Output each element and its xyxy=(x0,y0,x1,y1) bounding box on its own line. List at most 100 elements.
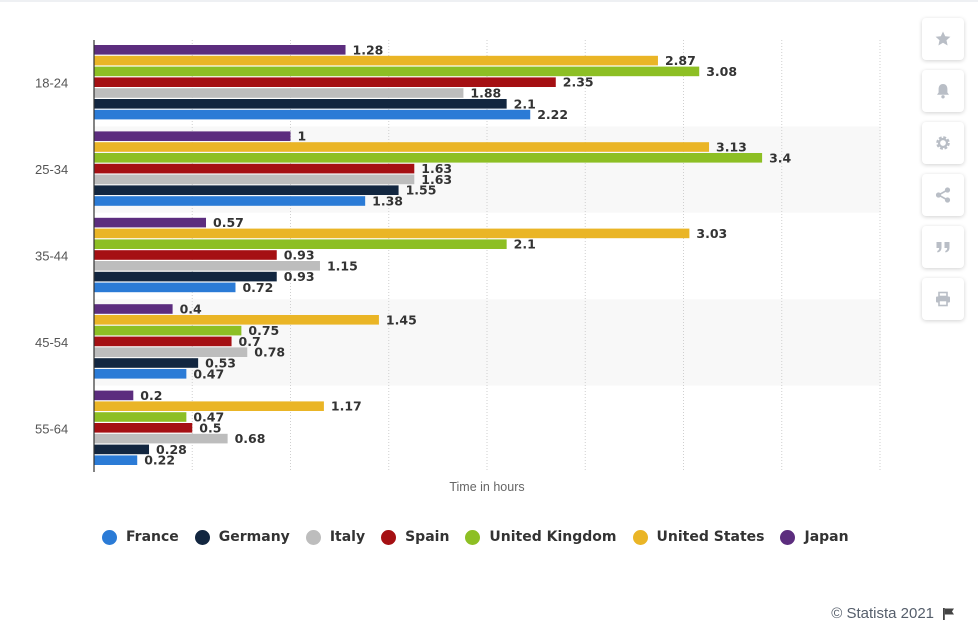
bar-spain[interactable] xyxy=(94,77,556,87)
toolbar xyxy=(922,18,964,330)
share-button[interactable] xyxy=(922,174,964,216)
value-label: 1.45 xyxy=(386,312,417,327)
print-button[interactable] xyxy=(922,278,964,320)
bar-japan[interactable] xyxy=(94,45,346,55)
print-icon xyxy=(936,291,950,307)
bar-united-kingdom[interactable] xyxy=(94,325,242,336)
bar-germany[interactable] xyxy=(94,358,199,368)
bar-france[interactable] xyxy=(94,369,187,379)
legend-swatch xyxy=(780,529,796,545)
legend-swatch xyxy=(305,529,321,545)
bar-france[interactable] xyxy=(94,196,366,206)
bar-united-states[interactable] xyxy=(94,401,324,411)
legend-label: Japan xyxy=(804,529,849,545)
category-label: 45-54 xyxy=(35,335,68,350)
value-label: 1.28 xyxy=(353,42,384,57)
bar-united-kingdom[interactable] xyxy=(94,412,187,422)
value-label: 2.87 xyxy=(665,53,696,68)
gear-icon xyxy=(936,136,950,150)
bar-italy[interactable] xyxy=(94,174,415,185)
bar-spain[interactable] xyxy=(94,163,415,174)
bar-spain[interactable] xyxy=(94,336,232,347)
bar-united-states[interactable] xyxy=(94,142,710,152)
bar-japan[interactable] xyxy=(94,217,207,228)
legend-item-spain[interactable]: Spain xyxy=(381,529,449,545)
share-icon xyxy=(935,187,951,203)
value-label: 2.1 xyxy=(514,96,536,111)
value-label: 0.53 xyxy=(205,356,236,371)
category-label: 35-44 xyxy=(35,249,68,264)
value-label: 1.63 xyxy=(421,172,452,187)
legend-item-japan[interactable]: Japan xyxy=(780,529,849,545)
value-label: 2.1 xyxy=(514,237,536,252)
value-label: 1.63 xyxy=(421,161,452,176)
value-label: 3.4 xyxy=(769,150,791,165)
bar-united-states[interactable] xyxy=(94,315,379,325)
value-label: 0.93 xyxy=(284,248,315,263)
bar-italy[interactable] xyxy=(94,88,464,98)
bar-italy[interactable] xyxy=(94,433,228,444)
category-label: 55-64 xyxy=(35,421,68,436)
category-label: 25-34 xyxy=(35,162,68,177)
quote-button[interactable] xyxy=(922,226,964,268)
value-label: 2.35 xyxy=(563,75,594,90)
bar-united-states[interactable] xyxy=(94,55,658,66)
value-label: 0.68 xyxy=(235,431,266,446)
bar-united-kingdom[interactable] xyxy=(94,153,763,163)
bar-japan[interactable] xyxy=(94,390,134,401)
value-label: 0.78 xyxy=(254,345,285,360)
value-label: 3.03 xyxy=(696,226,727,241)
top-divider xyxy=(0,0,978,2)
bar-united-kingdom[interactable] xyxy=(94,66,700,77)
bar-france[interactable] xyxy=(94,282,236,293)
value-label: 0.75 xyxy=(248,323,279,338)
legend-item-italy[interactable]: Italy xyxy=(305,529,366,545)
bar-spain[interactable] xyxy=(94,423,193,433)
value-label: 0.7 xyxy=(239,334,261,349)
value-label: 0.47 xyxy=(193,366,224,381)
bell-icon xyxy=(937,84,949,99)
x-axis-title: Time in hours xyxy=(449,480,524,494)
legend-label: France xyxy=(126,529,179,545)
bar-italy[interactable] xyxy=(94,261,320,271)
value-label: 1.15 xyxy=(327,258,358,273)
legend-item-united-states[interactable]: United States xyxy=(632,529,764,545)
star-button[interactable] xyxy=(922,18,964,60)
legend-item-germany[interactable]: Germany xyxy=(194,529,290,545)
value-label: 0.4 xyxy=(180,302,202,317)
bar-united-states[interactable] xyxy=(94,228,690,239)
bell-button[interactable] xyxy=(922,70,964,112)
value-label: 0.22 xyxy=(144,453,175,468)
statista-credit[interactable]: © Statista 2021 xyxy=(831,605,934,622)
bar-spain[interactable] xyxy=(94,250,277,260)
value-label: 0.2 xyxy=(140,388,162,403)
bar-chart: 1.282.873.082.351.882.12.2218-2413.133.4… xyxy=(35,40,881,494)
value-label: 0.93 xyxy=(284,269,315,284)
legend-item-france[interactable]: France xyxy=(102,529,179,545)
legend-label: Germany xyxy=(218,529,290,545)
legend-label: Italy xyxy=(329,529,366,545)
bar-france[interactable] xyxy=(94,455,138,465)
bar-italy[interactable] xyxy=(94,347,248,357)
quote-icon xyxy=(936,242,950,253)
bar-france[interactable] xyxy=(94,109,531,120)
value-label: 0.28 xyxy=(156,442,187,457)
bar-japan[interactable] xyxy=(94,131,291,141)
flag-icon[interactable] xyxy=(942,607,956,621)
legend-label: United Kingdom xyxy=(489,529,617,545)
bar-united-kingdom[interactable] xyxy=(94,239,507,249)
value-label: 0.72 xyxy=(242,280,273,295)
legend-item-united-kingdom[interactable]: United Kingdom xyxy=(465,529,617,545)
gear-button[interactable] xyxy=(922,122,964,164)
legend-swatch xyxy=(465,529,481,545)
legend-swatch xyxy=(102,529,117,545)
footer: © Statista 2021 xyxy=(831,605,956,622)
value-label: 3.08 xyxy=(706,64,737,79)
bar-germany[interactable] xyxy=(94,99,507,109)
value-label: 2.22 xyxy=(537,107,568,122)
bar-germany[interactable] xyxy=(94,444,150,455)
value-label: 1.38 xyxy=(372,194,403,209)
bar-japan[interactable] xyxy=(94,304,173,314)
bar-germany[interactable] xyxy=(94,185,399,195)
bar-germany[interactable] xyxy=(94,271,277,282)
